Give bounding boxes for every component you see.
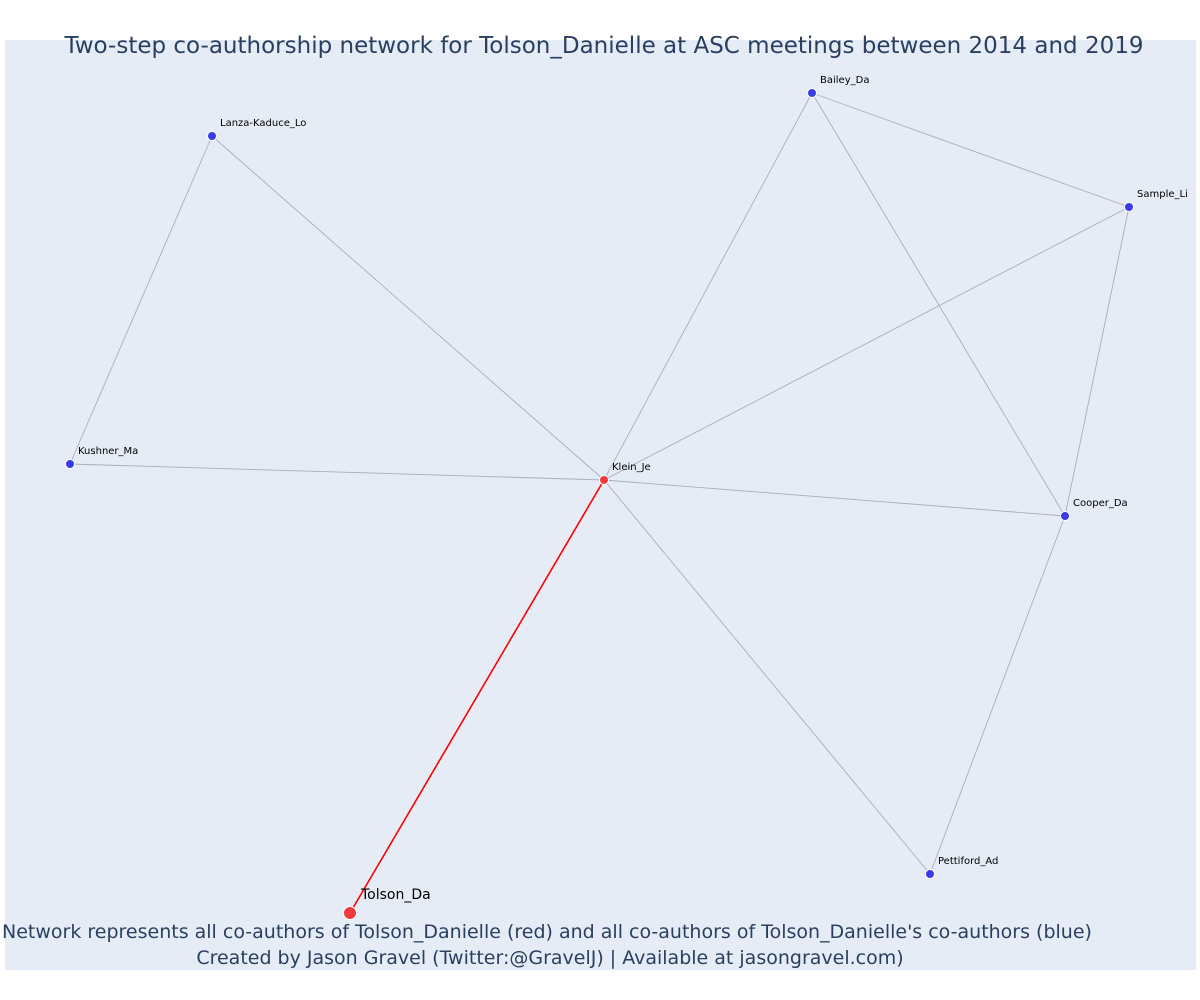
- edge-Klein_Je-Cooper_Da: [603, 479, 1066, 517]
- chart-title: Two-step co-authorship network for Tolso…: [63, 33, 1143, 59]
- node-label-Tolson_Da: Tolson_Da: [360, 887, 431, 903]
- node-Lanza-Kaduce_Lo[interactable]: [207, 131, 217, 141]
- edge-Klein_Je-Kushner_Ma: [69, 463, 605, 481]
- edge-Bailey_Da-Sample_Li: [811, 92, 1130, 208]
- node-label-Sample_Li: Sample_Li: [1137, 189, 1188, 200]
- caption-line-2: Created by Jason Gravel (Twitter:@Gravel…: [196, 947, 903, 969]
- node-Sample_Li[interactable]: [1124, 202, 1134, 212]
- node-label-Pettiford_Ad: Pettiford_Ad: [938, 856, 998, 867]
- edge-Klein_Je-Lanza-Kaduce_Lo: [211, 135, 605, 481]
- node-label-Klein_Je: Klein_Je: [612, 462, 651, 473]
- edge-Klein_Je-Pettiford_Ad: [603, 479, 931, 875]
- plot-background: [5, 40, 1196, 970]
- labels-layer: Tolson_Da Klein_Je Lanza-Kaduce_Lo Kushner_…: [78, 75, 1188, 903]
- node-label-Kushner_Ma: Kushner_Ma: [78, 446, 138, 457]
- node-Pettiford_Ad[interactable]: [925, 869, 935, 879]
- edge-Sample_Li-Cooper_Da: [1064, 206, 1130, 517]
- nodes-layer: [65, 88, 1134, 920]
- node-Bailey_Da[interactable]: [807, 88, 817, 98]
- node-Cooper_Da[interactable]: [1060, 511, 1070, 521]
- node-Klein_Je[interactable]: [599, 475, 609, 485]
- node-label-Cooper_Da: Cooper_Da: [1073, 498, 1128, 509]
- caption-line-1: Network represents all co-authors of Tol…: [2, 921, 1092, 943]
- edge-Cooper_Da-Pettiford_Ad: [929, 515, 1066, 875]
- node-Kushner_Ma[interactable]: [65, 459, 75, 469]
- edge-Tolson_Da-Klein_Je: [349, 479, 605, 914]
- node-label-Bailey_Da: Bailey_Da: [820, 75, 869, 86]
- edge-Lanza-Kaduce_Lo-Kushner_Ma: [69, 135, 213, 465]
- node-label-Lanza-Kaduce_Lo: Lanza-Kaduce_Lo: [220, 118, 306, 129]
- edge-Klein_Je-Bailey_Da: [603, 92, 813, 481]
- edge-Bailey_Da-Cooper_Da: [811, 92, 1066, 517]
- edge-Klein_Je-Sample_Li: [603, 206, 1130, 481]
- edges-layer: [69, 92, 1130, 914]
- node-Tolson_Da[interactable]: [343, 906, 357, 920]
